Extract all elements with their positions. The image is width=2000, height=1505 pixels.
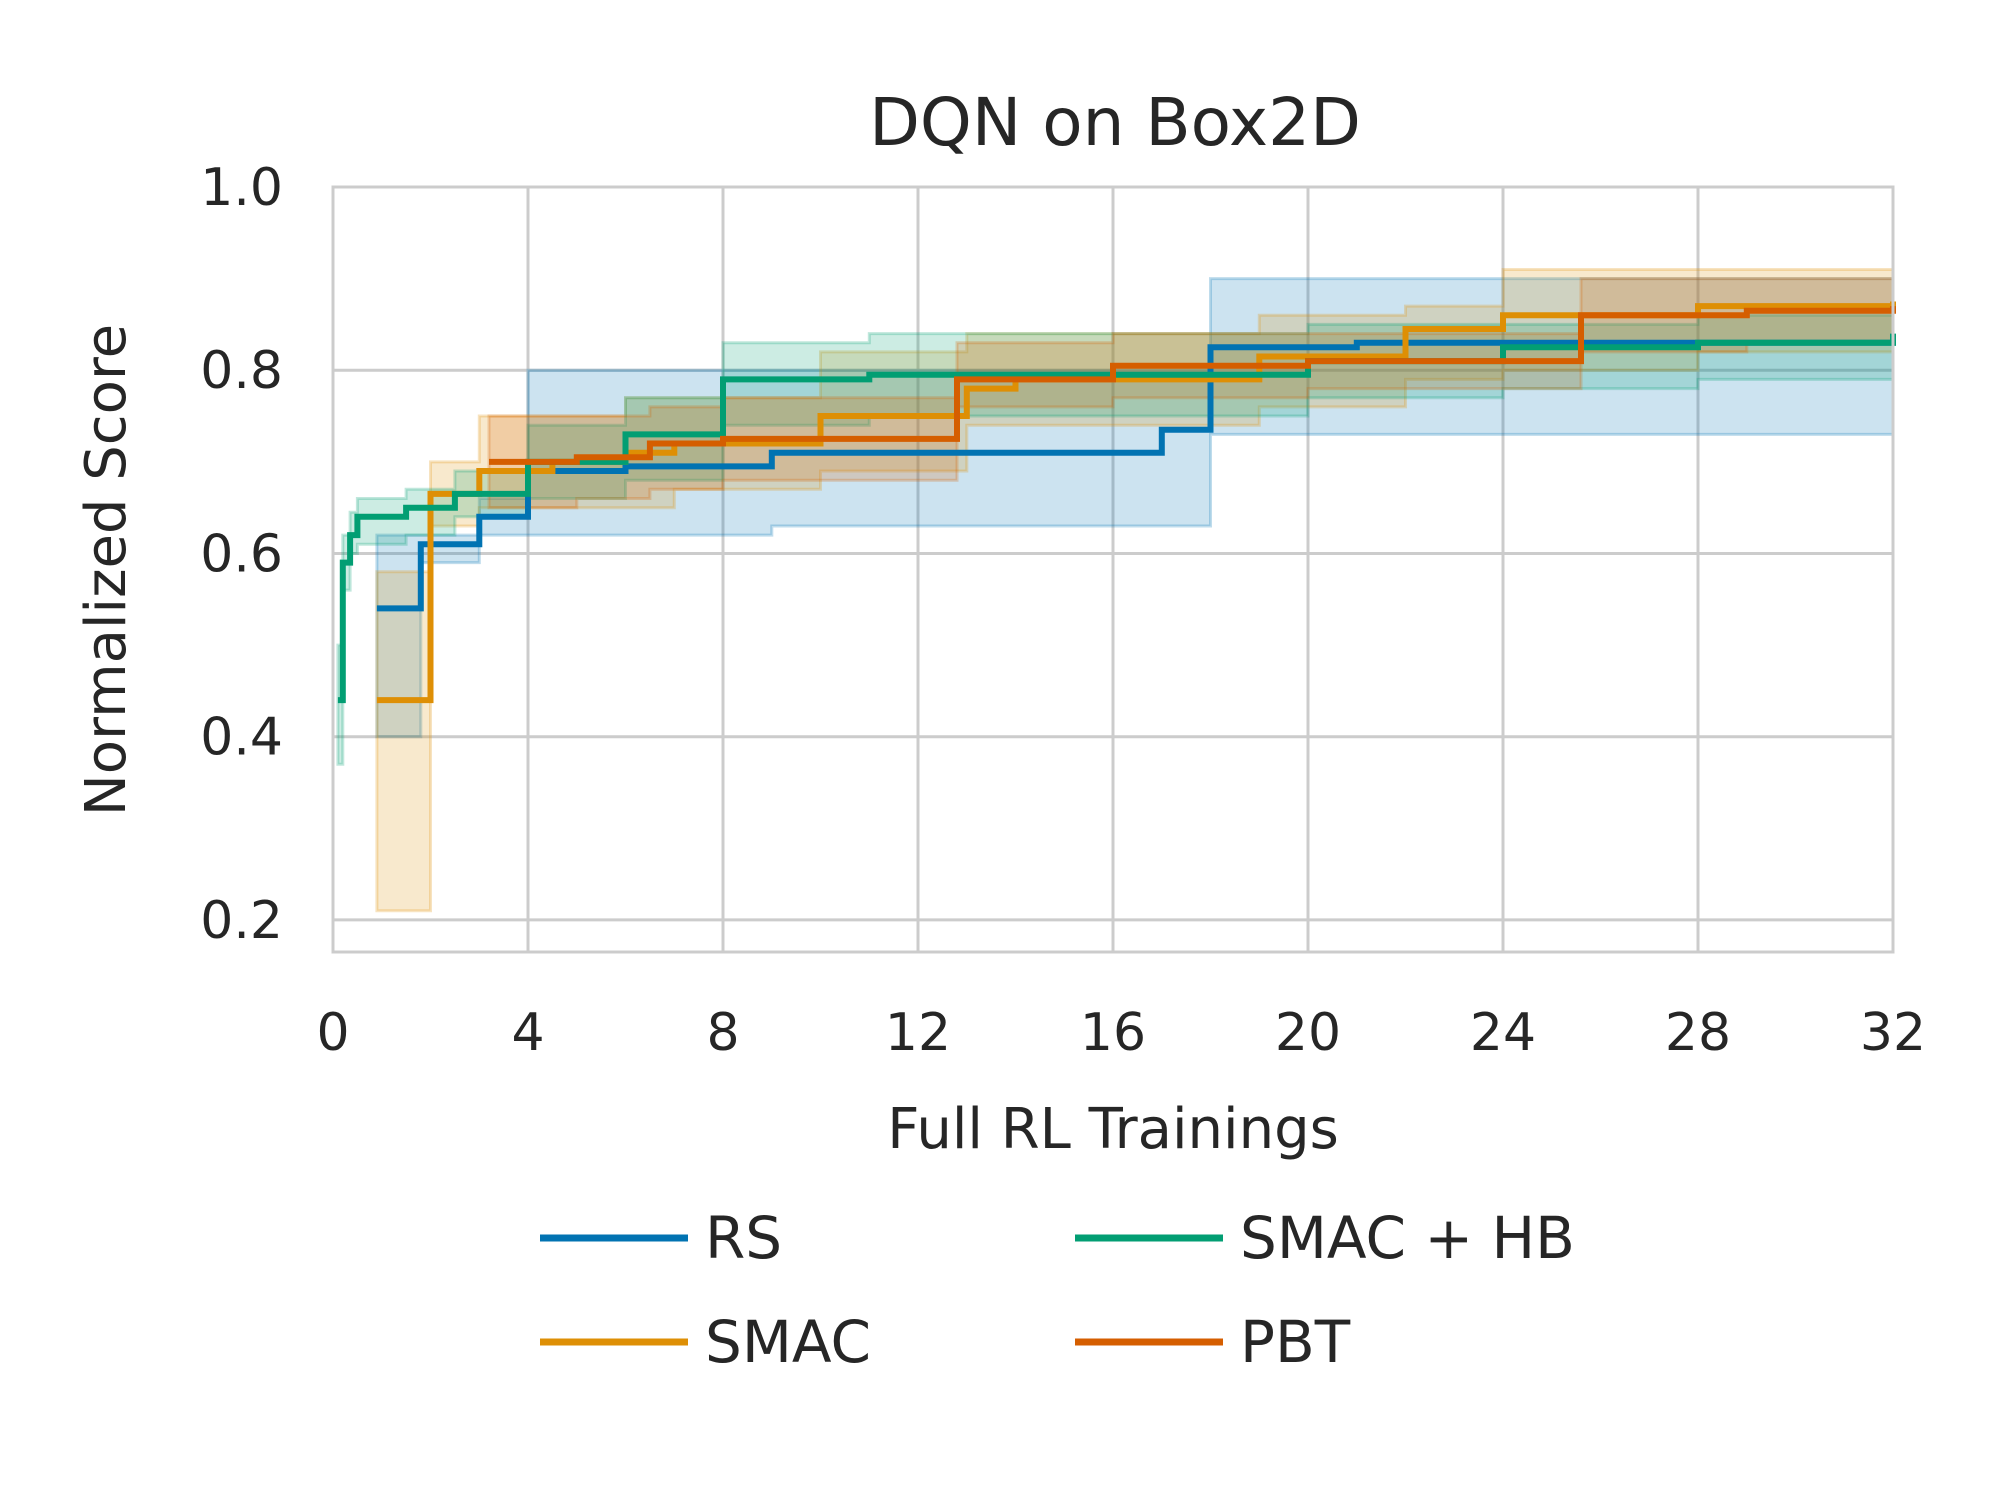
- x-tick-label-4: 16: [1080, 1003, 1146, 1063]
- legend-label-1: SMAC: [705, 1308, 871, 1376]
- legend-label-0: RS: [705, 1204, 782, 1272]
- y-tick-label-2: 0.6: [200, 524, 283, 584]
- series-lines: [337, 301, 1896, 704]
- legend-label-3: PBT: [1240, 1308, 1351, 1376]
- x-tick-labels: 0 4 8 12 16 20 24 28 32: [316, 1003, 1926, 1063]
- chart-title: DQN on Box2D: [869, 84, 1361, 161]
- x-tick-label-6: 24: [1470, 1003, 1536, 1063]
- y-tick-label-4: 1.0: [200, 158, 283, 218]
- line-series-0: [376, 338, 1896, 612]
- y-tick-label-3: 0.8: [200, 341, 283, 401]
- legend: RS SMAC SMAC + HB PBT: [540, 1204, 1575, 1376]
- x-tick-label-3: 12: [885, 1003, 951, 1063]
- x-tick-label-7: 28: [1665, 1003, 1731, 1063]
- y-tick-labels: 0.2 0.4 0.6 0.8 1.0: [200, 158, 283, 951]
- band-series-0: [375, 277, 1895, 739]
- x-tick-label-0: 0: [316, 1003, 349, 1063]
- y-axis-title: Normalized Score: [74, 324, 139, 816]
- band-series-2: [336, 313, 1895, 766]
- line-series-3: [489, 306, 1896, 465]
- x-tick-label-1: 4: [511, 1003, 544, 1063]
- x-tick-label-8: 32: [1860, 1003, 1926, 1063]
- y-tick-label-1: 0.4: [200, 708, 283, 768]
- x-tick-label-2: 8: [706, 1003, 739, 1063]
- plot-frame: [331, 185, 1895, 954]
- x-tick-label-5: 20: [1275, 1003, 1341, 1063]
- legend-label-2: SMAC + HB: [1240, 1204, 1575, 1272]
- y-tick-label-0: 0.2: [200, 891, 283, 951]
- x-axis-title: Full RL Trainings: [887, 1097, 1339, 1162]
- band-series-1: [375, 268, 1895, 913]
